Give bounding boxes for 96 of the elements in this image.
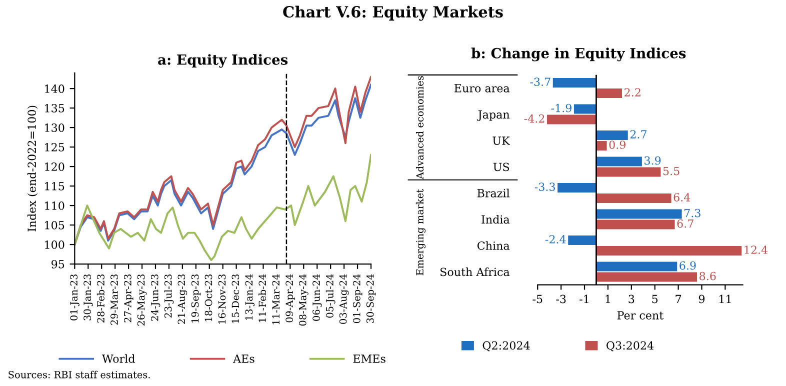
- y-tick-label: US: [493, 162, 510, 172]
- legend-label: Q3:2024: [606, 341, 654, 352]
- y-tick-label: 130: [45, 124, 64, 132]
- legend-label: Q2:2024: [482, 341, 530, 352]
- x-tick-label: 01-Sep-24: [352, 274, 362, 324]
- bar: [596, 220, 675, 230]
- chart-title: Chart V.6: Equity Markets: [283, 6, 503, 21]
- x-tick-label: -1: [580, 294, 588, 304]
- data-label: 6.7: [677, 219, 694, 228]
- text: Emerging market: [416, 189, 426, 276]
- x-tick-label: 18-Oct-23: [204, 274, 212, 322]
- x-tick-label: 29-Mar-23: [110, 274, 118, 325]
- x-tick-label: 5: [652, 294, 658, 304]
- data-label: -2.4: [545, 235, 566, 244]
- x-tick-label: 30-Sep-24: [366, 274, 376, 323]
- x-tick-label: 28-Feb-23: [96, 274, 104, 323]
- y-tick-label: 105: [45, 221, 64, 230]
- bar: [552, 78, 596, 88]
- y-tick-label: 125: [45, 143, 64, 152]
- x-tick-label: 08-May-24: [298, 274, 308, 326]
- x-tick-label: 11-Mar-24: [272, 274, 280, 324]
- data-label: -3.3: [534, 182, 555, 191]
- x-tick-label: 06-Jun-24: [312, 274, 322, 321]
- data-label: -1.9: [551, 104, 572, 112]
- bar: [596, 88, 622, 98]
- data-label: 6.4: [674, 193, 690, 202]
- x-tick-label: 24-Jun-23: [150, 274, 160, 321]
- bar: [596, 167, 661, 177]
- line-series: [74, 154, 371, 262]
- y-tick-label: 140: [45, 84, 64, 93]
- x-tick-label: 01-Jan-23: [70, 274, 80, 320]
- x-tick-label: 23-Jul-23: [164, 274, 174, 318]
- x-tick-label: 11-Feb-24: [258, 274, 266, 322]
- x-tick-label: -3: [556, 294, 566, 304]
- x-tick-label: 15-Dec-23: [232, 274, 240, 323]
- bar: [596, 130, 628, 140]
- y-tick-label: Japan: [476, 110, 510, 121]
- y-tick-label: 95: [52, 260, 64, 268]
- data-label: 0.9: [609, 140, 626, 149]
- bar: [596, 246, 742, 256]
- y-tick-label: Euro area: [454, 84, 510, 92]
- source-note: Sources: RBI staff estimates.: [8, 370, 150, 378]
- chart-title: b: Change in Equity Indices: [471, 48, 686, 62]
- legend-label: EMEs: [353, 354, 386, 363]
- bar: [596, 156, 642, 166]
- bar: [596, 209, 682, 219]
- bar: [547, 114, 596, 124]
- x-tick-label: 09-Apr-24: [286, 274, 295, 322]
- y-axis-title: Index (end-2022=100): [27, 106, 38, 232]
- bar: [574, 104, 596, 114]
- data-label: -3.7: [530, 78, 550, 86]
- data-label: 7.3: [684, 208, 700, 218]
- data-label: 12.4: [744, 246, 768, 254]
- x-tick-label: 21-Aug-23: [178, 274, 188, 324]
- x-tick-label: 1: [606, 294, 610, 304]
- bar: [568, 236, 596, 245]
- x-tick-label: 30-Jan-23: [84, 274, 93, 320]
- y-tick-label: UK: [492, 136, 510, 145]
- data-label: -4.2: [524, 114, 544, 123]
- x-tick-label: 13-Jan-24: [245, 274, 254, 320]
- bar: [558, 183, 596, 192]
- bar: [596, 272, 698, 282]
- x-axis-title: Per cent: [617, 311, 664, 320]
- x-tick-label: 7: [676, 294, 682, 304]
- chart-subtitle: a: Equity Indices: [158, 54, 288, 68]
- legend-label: AEs: [232, 354, 254, 363]
- legend-label: World: [102, 354, 135, 363]
- data-label: 5.5: [663, 166, 680, 176]
- bar: [596, 262, 678, 272]
- data-label: 2.7: [630, 130, 647, 138]
- bar: [596, 194, 672, 203]
- x-tick-label: 11: [719, 294, 731, 304]
- y-tick-label: South Africa: [440, 268, 510, 276]
- x-tick-label: 27-Apr-23: [124, 274, 134, 322]
- y-tick-label: 135: [45, 104, 64, 112]
- data-label: 3.9: [644, 156, 661, 165]
- x-tick-label: 9: [698, 294, 705, 304]
- x-tick-label: 19-Sep-23: [191, 274, 201, 323]
- y-tick-label: Brazil: [477, 188, 510, 198]
- y-tick-label: 100: [45, 240, 64, 249]
- y-tick-label: 120: [45, 162, 64, 171]
- bar: [596, 141, 607, 150]
- data-label: 8.6: [700, 272, 716, 280]
- x-tick-label: 3: [628, 294, 634, 304]
- text: Advanced economies: [416, 76, 424, 180]
- x-tick-label: 05-Jul-24: [326, 274, 336, 318]
- x-tick-label: -5: [532, 294, 542, 304]
- y-tick-label: China: [477, 241, 510, 250]
- y-tick-label: 115: [45, 182, 64, 190]
- data-label: 6.9: [680, 261, 696, 270]
- x-tick-label: 03-Aug-24: [339, 274, 349, 324]
- x-tick-label: 26-May-23: [137, 274, 147, 326]
- x-tick-label: 16-Nov-23: [218, 274, 226, 324]
- data-label: 2.2: [624, 88, 640, 96]
- y-tick-label: 110: [45, 202, 64, 210]
- y-tick-label: India: [482, 215, 510, 224]
